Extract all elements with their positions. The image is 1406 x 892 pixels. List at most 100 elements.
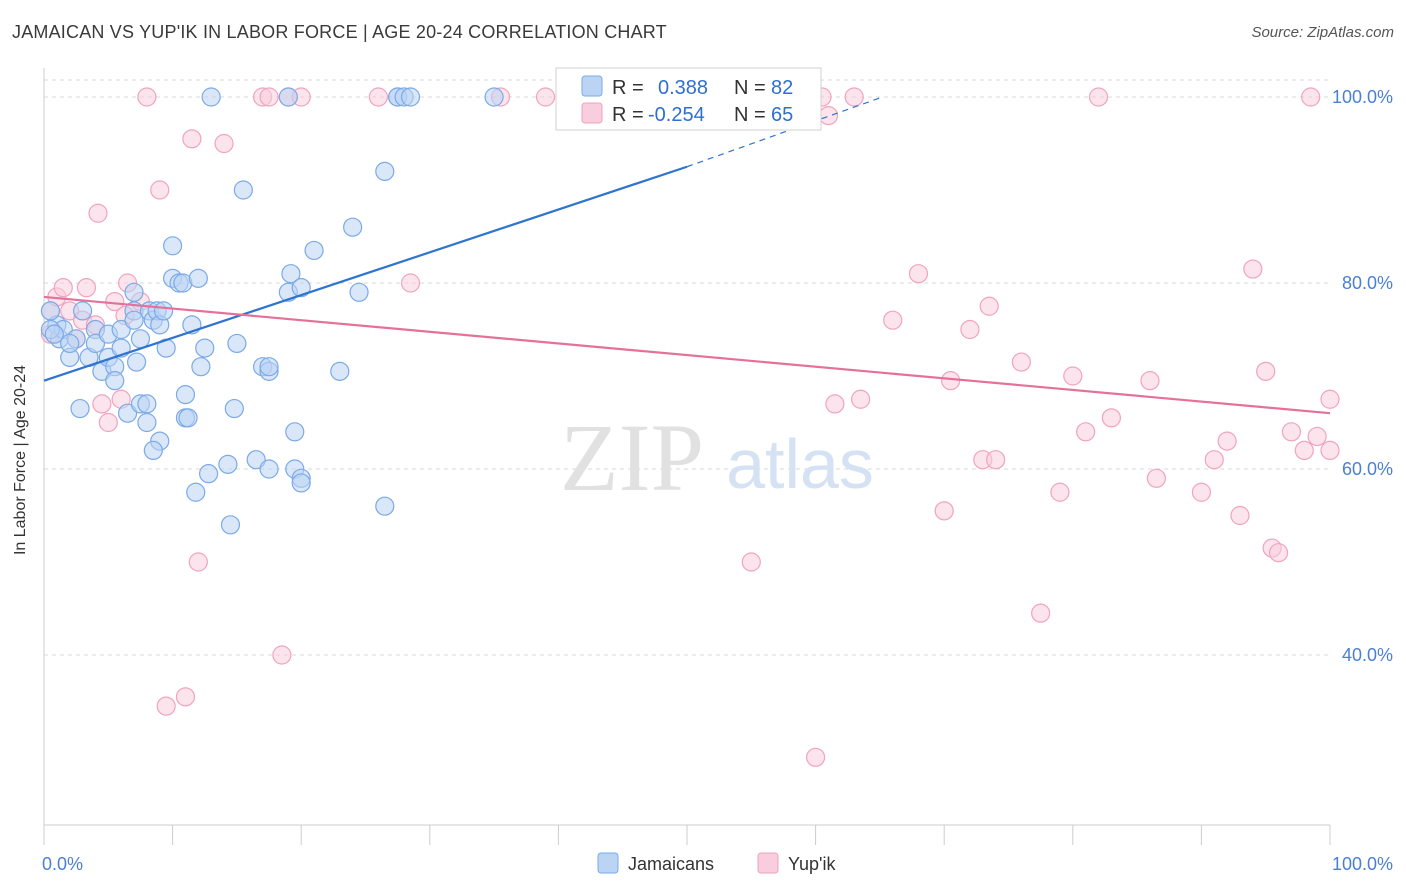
jamaican-point-45 [195,338,215,358]
jamaican-point-64 [291,473,311,493]
jamaican-point-32 [153,301,174,321]
jamaican-point-40 [178,408,198,428]
yupik-point-69 [1301,87,1321,107]
jamaican-point-38 [175,385,196,405]
jamaican-point-24 [137,394,157,414]
yupik-point-42 [908,264,929,284]
jamaican-point-56 [259,357,279,377]
watermark: ZIP atlas [560,404,874,511]
jamaican-point-42 [186,482,206,502]
yupik-point-51 [1050,482,1070,502]
yupik-point-61 [1230,505,1250,526]
y-tick-label-40: 40.0% [1342,645,1393,665]
yupik-point-23 [214,133,234,154]
bottom-legend-jamaicans: Jamaicans [628,854,714,874]
yupik-point-71 [1320,440,1340,460]
yupik-point-54 [1088,87,1109,107]
yupik-point-30 [400,273,421,293]
yupik-point-9 [88,203,108,223]
yupik-point-34 [741,552,761,572]
yupik-point-25 [259,87,279,107]
yupik-point-60 [1217,431,1237,451]
yupik-point-3 [53,278,73,298]
yupik-point-53 [1076,422,1096,442]
yupik-point-21 [182,129,202,149]
jamaican-point-18 [124,282,144,302]
yupik-point-70 [1320,389,1340,409]
jamaican-point-46 [199,464,219,484]
yupik-point-41 [883,310,903,330]
x-tick-label-max: 100.0% [1332,854,1393,874]
axes [43,68,1331,845]
jamaican-points [40,87,697,535]
yupik-point-50 [1031,603,1051,623]
watermark-atlas: atlas [726,425,874,503]
jamaican-point-60 [285,422,305,442]
legend-r-label-0: R = [612,77,644,99]
jamaican-point-53 [246,450,266,470]
yupik-point-22 [188,552,208,572]
jamaican-point-9 [85,333,106,354]
jamaican-point-22 [130,329,151,349]
yupik-point-20 [175,687,196,707]
jamaican-point-67 [343,217,363,237]
yupik-point-67 [1294,440,1314,460]
yupik-point-43 [934,501,954,521]
y-tick-label-100: 100.0% [1332,87,1393,107]
jamaican-point-81 [60,333,80,354]
jamaican-point-20 [124,310,144,330]
legend-r-value-1: -0.254 [648,104,705,126]
yupik-point-39 [844,87,864,107]
yupik-trend-line [43,295,1331,415]
jamaican-point-49 [220,515,241,535]
jamaican-point-66 [330,361,350,381]
yupik-point-19 [156,696,176,716]
series-legend: Jamaicans Yup'ik [597,852,836,874]
jamaicans-trend-line [43,165,688,382]
bottom-legend-yupik: Yup'ik [788,854,836,874]
source-credit: Source: ZipAtlas.com [1251,24,1394,41]
yupik-point-57 [1146,468,1166,488]
jamaican-point-50 [224,398,244,419]
chart-title: JAMAICAN VS YUP'IK IN LABOR FORCE | AGE … [12,22,667,42]
y-tick-label-80: 80.0% [1342,273,1393,293]
yupik-point-18 [150,180,170,200]
y-tick-label-60: 60.0% [1342,459,1393,479]
watermark-zip: ZIP [560,404,704,511]
yupik-point-48 [979,296,999,316]
yupik-point-56 [1140,371,1160,391]
jamaican-point-44 [191,357,211,377]
jamaican-point-17 [117,403,138,423]
yupik-point-66 [1281,422,1302,442]
yupik-point-29 [368,87,388,107]
jamaican-point-68 [349,282,369,302]
legend-r-value-0: 0.388 [658,77,708,99]
jamaican-point-5 [70,398,90,419]
yupik-point-27 [272,645,292,665]
yupik-point-35 [805,747,826,767]
yupik-point-32 [535,87,556,107]
legend-swatch-yupik [581,102,603,124]
legend-swatch-jamaicans [581,75,603,97]
jamaican-point-70 [375,496,395,516]
jamaican-point-76 [484,87,504,107]
jamaican-point-21 [126,352,147,372]
jamaican-point-74 [400,87,421,107]
x-tick-label-min: 0.0% [42,854,83,874]
jamaican-point-59 [281,264,301,284]
yupik-point-17 [137,87,157,107]
yupik-point-52 [1063,366,1083,386]
yupik-point-38 [825,394,845,414]
yupik-point-62 [1243,259,1263,279]
jamaican-point-80 [44,324,64,344]
jamaican-point-25 [137,412,157,433]
yupik-point-58 [1191,482,1212,502]
jamaican-point-51 [227,333,247,354]
jamaican-point-15 [111,319,131,340]
tick-labels: 40.0% 60.0% 80.0% 100.0% 0.0% 100.0% [42,87,1393,874]
yupik-point-49 [1011,352,1031,372]
jamaican-point-75 [278,87,298,107]
legend-n-label-0: N = [734,77,766,99]
yupik-point-11 [98,412,118,433]
